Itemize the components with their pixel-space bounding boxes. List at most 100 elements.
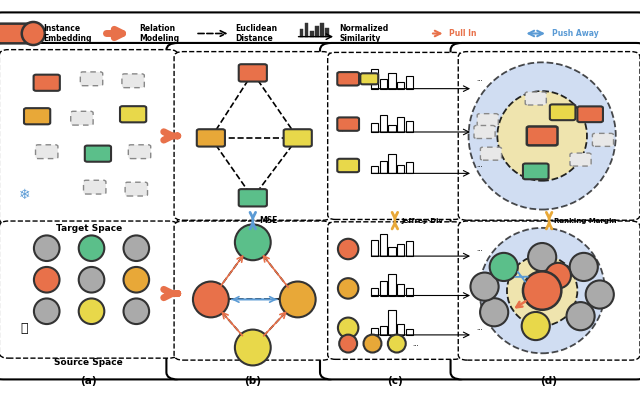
FancyBboxPatch shape <box>527 126 557 145</box>
Bar <box>397 324 404 335</box>
FancyBboxPatch shape <box>84 180 106 194</box>
Bar <box>397 165 404 173</box>
FancyBboxPatch shape <box>0 50 178 224</box>
Bar <box>371 166 378 173</box>
Text: Euclidean
Distance: Euclidean Distance <box>236 24 278 43</box>
FancyBboxPatch shape <box>328 52 462 219</box>
Ellipse shape <box>388 335 406 353</box>
Bar <box>406 288 413 296</box>
Bar <box>406 76 413 89</box>
FancyBboxPatch shape <box>451 43 640 379</box>
FancyBboxPatch shape <box>474 125 495 138</box>
Bar <box>380 281 387 296</box>
Bar <box>397 117 404 132</box>
Ellipse shape <box>364 335 381 353</box>
FancyBboxPatch shape <box>239 64 267 82</box>
Text: (d): (d) <box>541 376 557 386</box>
Text: ...: ... <box>476 325 483 331</box>
Ellipse shape <box>522 312 550 340</box>
FancyBboxPatch shape <box>328 222 462 359</box>
FancyBboxPatch shape <box>0 221 178 358</box>
Text: ...: ... <box>476 162 483 169</box>
Bar <box>310 31 314 37</box>
Bar <box>406 329 413 335</box>
FancyBboxPatch shape <box>70 112 93 125</box>
Ellipse shape <box>570 253 598 281</box>
Bar <box>371 288 378 296</box>
Ellipse shape <box>79 267 104 292</box>
FancyBboxPatch shape <box>337 159 359 172</box>
Bar <box>397 82 404 89</box>
Bar <box>371 240 378 256</box>
Bar <box>300 29 303 37</box>
FancyBboxPatch shape <box>196 129 225 147</box>
FancyBboxPatch shape <box>128 145 151 158</box>
Text: Instance
Embedding: Instance Embedding <box>44 24 92 43</box>
Bar <box>380 79 387 89</box>
FancyBboxPatch shape <box>24 108 50 125</box>
Bar <box>380 161 387 173</box>
Text: (b): (b) <box>244 376 261 386</box>
Text: ❄: ❄ <box>19 188 30 202</box>
FancyBboxPatch shape <box>120 106 147 122</box>
FancyBboxPatch shape <box>550 104 575 120</box>
Ellipse shape <box>339 335 357 353</box>
Ellipse shape <box>235 225 271 260</box>
FancyBboxPatch shape <box>477 113 499 126</box>
FancyBboxPatch shape <box>337 72 359 85</box>
Bar <box>371 69 378 89</box>
Ellipse shape <box>124 267 149 292</box>
FancyBboxPatch shape <box>0 24 30 43</box>
Text: Source Space: Source Space <box>54 358 123 367</box>
Ellipse shape <box>280 282 316 317</box>
Ellipse shape <box>34 267 60 292</box>
Ellipse shape <box>338 278 358 299</box>
FancyBboxPatch shape <box>337 117 359 131</box>
Ellipse shape <box>338 318 358 338</box>
Bar <box>388 310 396 335</box>
Bar <box>388 73 396 89</box>
Ellipse shape <box>479 228 605 353</box>
Text: ...: ... <box>476 246 483 252</box>
Text: Relation
Modeling: Relation Modeling <box>140 24 180 43</box>
FancyBboxPatch shape <box>523 164 548 179</box>
FancyBboxPatch shape <box>0 43 186 379</box>
Bar <box>325 28 329 37</box>
Text: ...: ... <box>476 121 483 127</box>
Ellipse shape <box>480 298 508 326</box>
Text: 🔥: 🔥 <box>20 323 28 335</box>
Ellipse shape <box>545 263 571 288</box>
Text: Target Space: Target Space <box>56 224 122 233</box>
FancyBboxPatch shape <box>284 129 312 147</box>
Bar <box>406 241 413 256</box>
Bar <box>406 121 413 132</box>
FancyBboxPatch shape <box>125 182 148 196</box>
Ellipse shape <box>235 330 271 365</box>
FancyBboxPatch shape <box>174 221 332 360</box>
FancyBboxPatch shape <box>0 13 640 54</box>
Bar <box>406 162 413 173</box>
Ellipse shape <box>124 299 149 324</box>
Text: Jeffrey-Div: Jeffrey-Div <box>401 217 444 224</box>
FancyBboxPatch shape <box>458 52 640 220</box>
Ellipse shape <box>79 236 104 261</box>
Ellipse shape <box>470 273 499 301</box>
FancyBboxPatch shape <box>360 73 378 84</box>
Text: ...: ... <box>338 288 344 295</box>
Ellipse shape <box>497 91 587 181</box>
Text: ...: ... <box>338 125 344 132</box>
Ellipse shape <box>34 236 60 261</box>
Ellipse shape <box>523 271 561 310</box>
FancyBboxPatch shape <box>239 189 267 206</box>
Ellipse shape <box>22 22 45 45</box>
Bar <box>388 154 396 173</box>
Ellipse shape <box>193 282 228 317</box>
Text: Ranking Margin: Ranking Margin <box>554 217 617 224</box>
Ellipse shape <box>468 62 616 210</box>
Bar <box>315 26 319 37</box>
Ellipse shape <box>79 299 104 324</box>
Text: MSE: MSE <box>259 216 278 225</box>
FancyBboxPatch shape <box>166 43 339 379</box>
Bar <box>371 328 378 335</box>
Ellipse shape <box>124 236 149 261</box>
